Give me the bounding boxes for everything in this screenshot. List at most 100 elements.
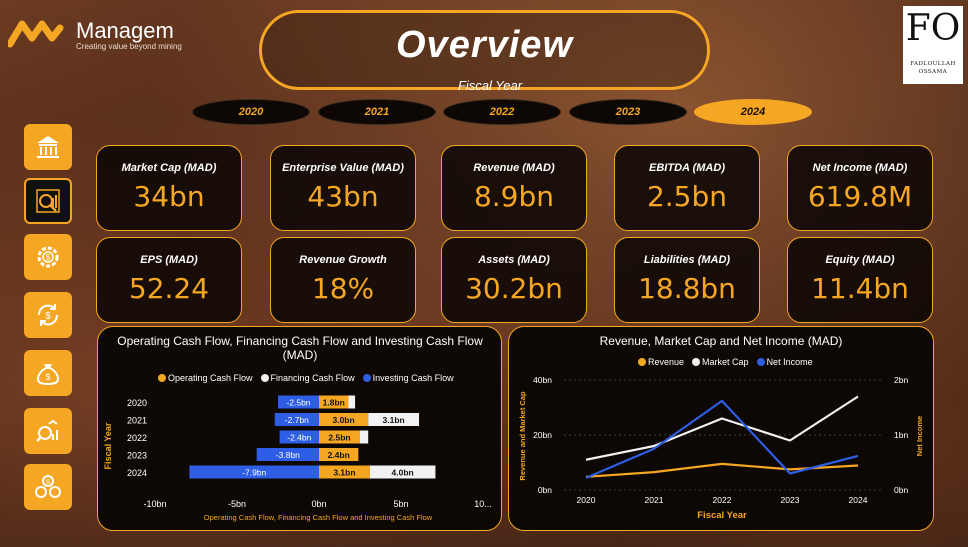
svg-text:$: $ [46,253,51,262]
cashflow-bar-financing [368,413,420,426]
year-button-2023[interactable]: 2023 [569,99,687,125]
revenue-chart-panel [508,326,934,531]
kpi-label: Assets (MAD) [478,254,550,266]
kpi-label: Enterprise Value (MAD) [282,162,404,174]
line-chart-y-tick: 0bn [538,485,552,495]
nav-button-analytics[interactable] [24,178,72,224]
year-button-2024[interactable]: 2024 [694,99,812,125]
cashflow-data-label: -7.9bn [242,468,266,478]
cashflow-bar-investing [279,430,319,444]
line-chart-y2-tick: 2bn [894,375,908,385]
kpi-card-revenue: Revenue (MAD) 8.9bn [441,145,587,231]
revenue-chart-title: Revenue, Market Cap and Net Income (MAD) [599,334,843,348]
kpi-card-market-cap: Market Cap (MAD) 34bn [96,145,242,231]
nav-button-ratios[interactable] [24,408,72,454]
kpi-value: 2.5bn [646,180,728,213]
svg-text:$: $ [46,479,50,486]
svg-text:$: $ [45,372,50,382]
legend-item-net-income[interactable]: Net Income [756,357,813,367]
signature-name: FADLOULLAH OSSAMA [903,60,963,76]
kpi-value: 8.9bn [473,180,555,213]
cashflow-chart-panel [97,326,502,531]
legend-label: Financing Cash Flow [270,373,355,383]
refresh-dollar-icon: $ [37,304,59,326]
money-bag-icon: $ [36,364,60,386]
year-button-2020[interactable]: 2020 [192,99,310,125]
signature-logo [903,6,963,84]
cashflow-bar-operating [319,448,359,461]
kpi-card-net-income: Net Income (MAD) 619.8M [787,145,933,231]
revenue-line-chart: 0bn 20bn 40bn 0bn 1bn 2bn 2020 2021 2022 2023 2024… [518,375,924,521]
line-chart-y2-tick: 0bn [894,485,908,495]
analytics-icon [36,189,60,213]
cashflow-data-label: 2.4bn [328,450,350,460]
cashflow-bar-financing [348,395,356,409]
kpi-card-ebitda: EBITDA (MAD) 2.5bn [614,145,760,231]
nav-button-cashflow[interactable]: $ [24,292,72,338]
line-chart-y-axis-title: Revenue and Market Cap [518,391,527,481]
cashflow-year-label: 2021 [127,416,147,426]
cashflow-x-axis-title: Operating Cash Flow, Financing Cash Flow… [204,513,433,522]
line-chart-x-axis-title: Fiscal Year [697,510,747,521]
legend-label: Investing Cash Flow [372,373,454,383]
kpi-value: 11.4bn [811,272,909,305]
legend-item-investing[interactable]: Investing Cash Flow [362,373,454,383]
kpi-value: 619.8M [807,180,913,213]
cashflow-data-label: 3.1bn [333,468,355,478]
cashflow-year-label: 2024 [127,468,147,478]
nav-button-revenue[interactable]: $ [24,350,72,396]
year-button-2021[interactable]: 2021 [318,99,436,125]
kpi-label: Liabilities (MAD) [643,254,731,266]
cashflow-bar-operating [319,413,369,426]
kpi-value: 18.8bn [638,272,736,305]
revenue-chart-legend: Revenue Market Cap Net Income [638,357,813,367]
year-button-2022[interactable]: 2022 [443,99,561,125]
cashflow-x-tick: -5bn [228,499,246,509]
cashflow-data-label: -2.7bn [285,415,309,425]
cashflow-y-axis-title: Fiscal Year [103,422,113,469]
cashflow-year-label: 2020 [127,398,147,408]
line-chart-x-tick: 2022 [713,495,732,505]
kpi-card-eps: EPS (MAD) 52.24 [96,237,242,323]
legend-item-financing[interactable]: Financing Cash Flow [260,373,355,383]
kpi-card-enterprise-value: Enterprise Value (MAD) 43bn [270,145,416,231]
kpi-value: 34bn [133,180,205,213]
nav-button-valuation[interactable]: $ [24,464,72,510]
cashflow-data-label: 3.1bn [383,415,405,425]
cashflow-bar-operating [319,430,360,444]
kpi-value: 43bn [307,180,379,213]
gear-dollar-icon: $ [37,246,59,268]
signature-last-name: OSSAMA [918,69,948,75]
legend-label: Operating Cash Flow [168,373,253,383]
legend-item-market-cap[interactable]: Market Cap [692,357,749,367]
cashflow-year-label: 2023 [127,451,147,461]
brand-logo: Managem [8,18,174,48]
kpi-label: Equity (MAD) [825,254,895,266]
legend-item-revenue[interactable]: Revenue [638,357,684,367]
line-chart-x-tick: 2021 [645,495,664,505]
managem-logo-icon [8,20,64,48]
kpi-label: Net Income (MAD) [812,162,908,174]
legend-label: Net Income [766,357,813,367]
kpi-value: 18% [311,272,375,305]
line-chart-x-tick: 2023 [781,495,800,505]
kpi-label: EPS (MAD) [140,254,198,266]
cashflow-bar-operating [319,465,370,479]
cashflow-x-tick: 10... [474,499,492,509]
page-title: Overview [396,24,573,66]
legend-item-operating[interactable]: Operating Cash Flow [158,373,253,383]
brand-name: Managem [76,18,174,43]
kpi-value: 30.2bn [465,272,563,305]
legend-label: Revenue [648,357,685,367]
nav-button-operations[interactable]: $ [24,234,72,280]
nav-button-overview-bank[interactable] [24,124,72,170]
line-chart-x-tick: 2020 [577,495,596,505]
coins-icon: $ [35,475,61,498]
chart-search-icon [36,419,58,442]
cashflow-data-label: 4.0bn [392,468,414,478]
cashflow-year-label: 2022 [127,433,147,443]
line-series-net-income [585,399,859,479]
line-chart-y2-tick: 1bn [894,430,908,440]
cashflow-x-tick: 0bn [311,499,326,509]
line-series-market-cap [585,395,859,461]
